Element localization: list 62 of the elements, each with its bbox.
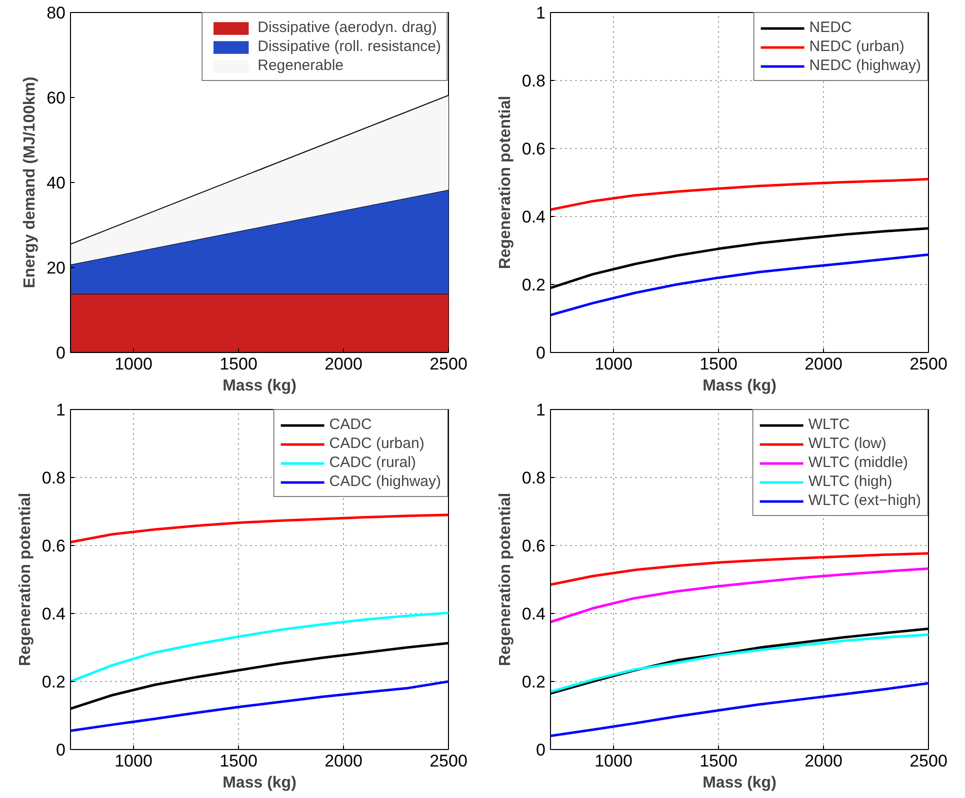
y-axis-title: Regeneration potential [16, 492, 34, 666]
legend-label: CADC (urban) [329, 435, 424, 452]
y-tick-label: 1 [536, 4, 546, 22]
legend-label: NEDC (urban) [809, 38, 904, 55]
x-tick-label: 1500 [220, 354, 258, 374]
y-tick-label: 0 [536, 740, 546, 760]
y-tick-label: 0.6 [522, 536, 546, 556]
x-axis-title: Mass (kg) [702, 378, 776, 394]
legend-label: Regenerable [258, 57, 344, 74]
x-axis-title: Mass (kg) [222, 378, 296, 394]
y-tick-label: 40 [46, 174, 66, 192]
x-tick-label: 2000 [324, 354, 362, 374]
x-tick-label: 2500 [910, 354, 948, 374]
x-tick-label: 2000 [804, 752, 842, 770]
x-tick-label: 2000 [324, 752, 362, 770]
y-tick-label: 0.2 [522, 276, 546, 294]
x-tick-label: 1000 [114, 354, 152, 374]
y-tick-label: 0.4 [522, 604, 546, 624]
y-tick-label: 0.8 [522, 468, 546, 488]
y-tick-label: 1 [56, 400, 66, 420]
y-tick-label: 0.8 [42, 468, 66, 488]
legend-label: CADC [329, 416, 372, 433]
y-axis-title: Regeneration potential [496, 492, 514, 666]
y-axis-title: Regeneration potential [496, 96, 514, 270]
y-tick-label: 80 [46, 4, 66, 22]
x-tick-label: 2500 [910, 752, 948, 770]
y-tick-label: 0.2 [522, 672, 546, 692]
legend-label: NEDC [809, 19, 852, 36]
x-tick-label: 1500 [700, 354, 738, 374]
legend-label: Dissipative (roll. resistance) [258, 38, 441, 55]
legend-label: CADC (highway) [329, 473, 441, 490]
y-axis-title: Energy demand (MJ/100km) [22, 76, 39, 288]
y-tick-label: 0.8 [522, 72, 546, 90]
x-tick-label: 1000 [594, 752, 632, 770]
x-tick-label: 1500 [220, 752, 258, 770]
x-axis-title: Mass (kg) [222, 774, 296, 792]
y-tick-label: 0.4 [42, 604, 66, 624]
y-tick-label: 60 [46, 88, 66, 108]
legend-label: WLTC (ext−high) [808, 492, 921, 509]
x-axis-title: Mass (kg) [702, 774, 776, 792]
y-tick-label: 0 [56, 344, 66, 362]
x-tick-label: 2500 [430, 354, 468, 374]
y-tick-label: 0.4 [522, 208, 546, 226]
legend-label: Dissipative (aerodyn. drag) [258, 19, 437, 36]
x-tick-label: 1500 [700, 752, 738, 770]
legend-label: WLTC [808, 416, 850, 433]
x-tick-label: 2500 [430, 752, 468, 770]
y-tick-label: 20 [46, 258, 66, 278]
y-tick-label: 0.6 [522, 140, 546, 158]
y-tick-label: 0 [56, 740, 66, 760]
y-tick-label: 0.6 [42, 536, 66, 556]
y-tick-label: 0.2 [42, 672, 66, 692]
legend-label: WLTC (middle) [808, 454, 908, 471]
x-tick-label: 1000 [594, 354, 632, 374]
y-tick-label: 1 [536, 400, 546, 420]
x-tick-label: 1000 [114, 752, 152, 770]
legend-label: NEDC (highway) [809, 57, 921, 74]
legend-label: CADC (rural) [329, 454, 416, 471]
legend-label: WLTC (low) [808, 435, 886, 452]
y-tick-label: 0 [536, 344, 546, 362]
x-tick-label: 2000 [804, 354, 842, 374]
legend-label: WLTC (high) [808, 473, 892, 490]
